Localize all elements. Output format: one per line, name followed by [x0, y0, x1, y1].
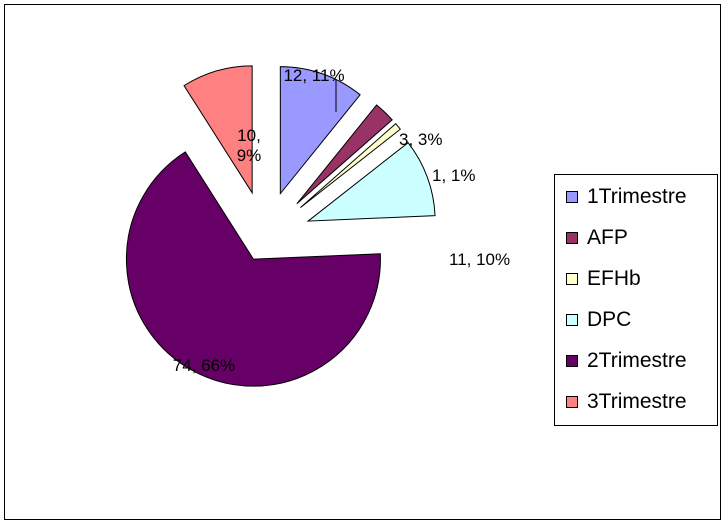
legend-label: 2Trimestre — [587, 349, 687, 372]
legend-label: EFHb — [587, 267, 641, 290]
legend-item-2trimestre: 2Trimestre — [555, 342, 717, 380]
legend-label: 1Trimestre — [587, 185, 687, 208]
legend-label: DPC — [587, 308, 632, 331]
legend-swatch — [566, 314, 578, 326]
data-label-efhb: 1, 1% — [432, 166, 475, 185]
legend-label: AFP — [587, 226, 628, 249]
pie-slice-dpc — [306, 141, 436, 222]
legend: 1Trimestre AFP EFHb DPC 2Trimestre 3Trimestre — [554, 174, 718, 426]
legend-item-efhb: EFHb — [555, 260, 717, 298]
legend-swatch — [566, 355, 578, 367]
legend-item-dpc: DPC — [555, 301, 717, 339]
legend-item-3trimestre: 3Trimestre — [555, 383, 717, 421]
data-label-afp: 3, 3% — [399, 130, 442, 149]
pie-slice-afp — [296, 104, 393, 205]
legend-item-1trimestre: 1Trimestre — [555, 178, 717, 216]
data-label-1trimestre: 12, 11% — [283, 66, 344, 85]
legend-item-afp: AFP — [555, 219, 717, 257]
legend-swatch — [566, 396, 578, 408]
data-label-dpc: 11, 10% — [449, 250, 510, 269]
data-label-3trimestre: 10, 9% — [237, 126, 262, 165]
pie-slice-2trimestre — [125, 151, 381, 387]
legend-swatch — [566, 191, 578, 203]
legend-swatch — [566, 273, 578, 285]
pie-slice-3trimestre — [183, 65, 253, 195]
pie-slice-1trimestre — [279, 66, 361, 196]
pie-slice-efhb — [300, 122, 402, 208]
legend-swatch — [566, 232, 578, 244]
legend-label: 3Trimestre — [587, 390, 687, 413]
data-label-2trimestre: 74, 66% — [173, 356, 235, 375]
